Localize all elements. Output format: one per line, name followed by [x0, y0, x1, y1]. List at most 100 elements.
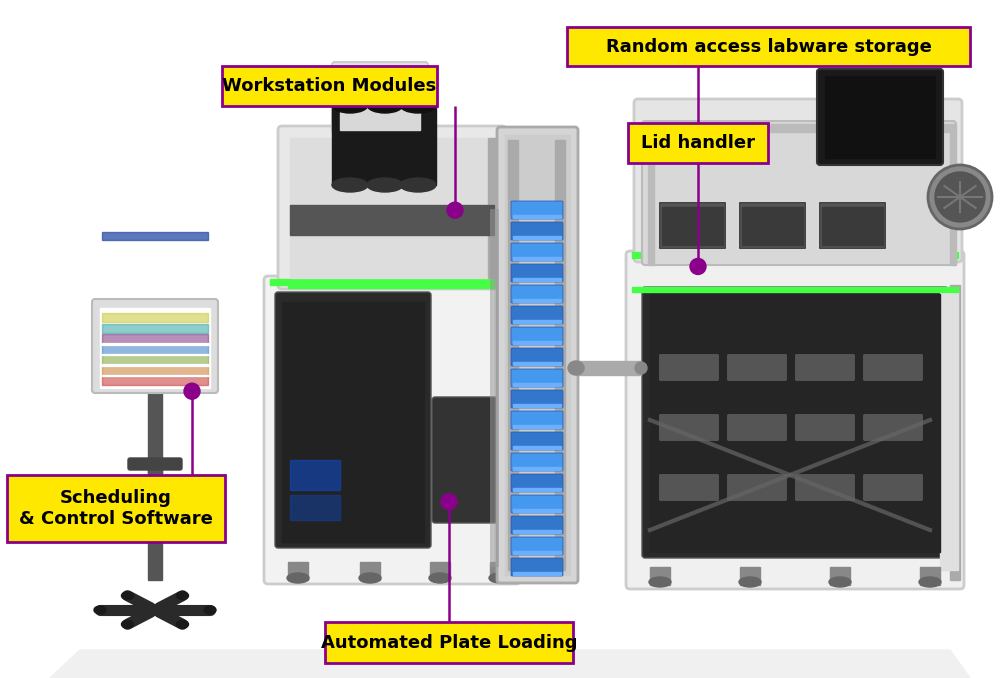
FancyBboxPatch shape: [728, 355, 786, 380]
Bar: [148, 380, 162, 580]
Text: Scheduling
& Control Software: Scheduling & Control Software: [19, 489, 213, 528]
FancyBboxPatch shape: [511, 243, 563, 261]
Bar: [288, 283, 506, 288]
FancyBboxPatch shape: [796, 475, 854, 500]
Ellipse shape: [829, 577, 851, 587]
FancyBboxPatch shape: [511, 537, 563, 555]
Bar: [102, 232, 208, 240]
FancyBboxPatch shape: [511, 201, 563, 219]
Bar: [742, 207, 803, 245]
FancyBboxPatch shape: [7, 475, 225, 542]
FancyBboxPatch shape: [660, 415, 718, 440]
FancyBboxPatch shape: [511, 453, 563, 471]
Ellipse shape: [568, 361, 584, 375]
FancyBboxPatch shape: [628, 123, 768, 163]
FancyBboxPatch shape: [332, 62, 428, 133]
Bar: [102, 376, 208, 385]
FancyBboxPatch shape: [864, 415, 922, 440]
Bar: [513, 488, 561, 491]
FancyBboxPatch shape: [660, 475, 718, 500]
FancyBboxPatch shape: [103, 478, 207, 500]
Text: Random access labware storage: Random access labware storage: [606, 38, 931, 56]
Bar: [430, 562, 450, 580]
Ellipse shape: [635, 362, 647, 374]
Bar: [513, 530, 561, 533]
Bar: [513, 299, 561, 302]
FancyBboxPatch shape: [511, 222, 563, 240]
Circle shape: [935, 172, 985, 222]
Bar: [490, 562, 510, 580]
Bar: [367, 105, 403, 185]
Bar: [513, 572, 561, 575]
Bar: [576, 361, 641, 375]
Bar: [290, 138, 494, 278]
Ellipse shape: [94, 606, 106, 614]
FancyBboxPatch shape: [567, 27, 970, 66]
Ellipse shape: [367, 97, 403, 113]
Bar: [332, 105, 368, 185]
FancyBboxPatch shape: [511, 348, 563, 366]
Bar: [290, 495, 340, 520]
Ellipse shape: [332, 97, 368, 113]
Circle shape: [441, 494, 457, 510]
FancyBboxPatch shape: [864, 355, 922, 380]
Bar: [513, 362, 561, 365]
Ellipse shape: [649, 577, 671, 587]
Bar: [830, 567, 850, 585]
FancyBboxPatch shape: [511, 432, 563, 450]
Bar: [513, 215, 561, 218]
Bar: [360, 562, 380, 580]
Bar: [282, 302, 424, 542]
Bar: [662, 207, 723, 245]
FancyBboxPatch shape: [511, 285, 563, 303]
FancyBboxPatch shape: [740, 203, 805, 248]
Bar: [102, 355, 208, 364]
Bar: [270, 279, 514, 285]
FancyBboxPatch shape: [864, 475, 922, 500]
FancyBboxPatch shape: [642, 121, 956, 265]
Polygon shape: [50, 650, 970, 678]
FancyBboxPatch shape: [511, 516, 563, 534]
Ellipse shape: [176, 592, 188, 600]
Bar: [513, 341, 561, 344]
Bar: [632, 252, 958, 258]
FancyBboxPatch shape: [511, 474, 563, 492]
Bar: [102, 334, 208, 343]
Bar: [950, 130, 956, 265]
FancyBboxPatch shape: [820, 203, 885, 248]
Bar: [632, 287, 958, 292]
Ellipse shape: [739, 577, 761, 587]
Ellipse shape: [176, 620, 188, 629]
Bar: [513, 278, 561, 281]
FancyBboxPatch shape: [128, 458, 182, 470]
FancyBboxPatch shape: [222, 66, 437, 106]
Bar: [400, 105, 436, 185]
Bar: [513, 509, 561, 512]
FancyBboxPatch shape: [92, 299, 218, 393]
Bar: [102, 374, 208, 376]
Bar: [513, 551, 561, 554]
Ellipse shape: [287, 573, 309, 583]
Bar: [740, 567, 760, 585]
Bar: [513, 383, 561, 386]
Ellipse shape: [359, 573, 381, 583]
FancyBboxPatch shape: [119, 491, 181, 503]
Ellipse shape: [121, 620, 134, 629]
FancyBboxPatch shape: [626, 251, 964, 589]
Bar: [648, 124, 956, 132]
Bar: [102, 364, 208, 365]
Bar: [950, 285, 960, 580]
Bar: [513, 446, 561, 449]
Text: Lid handler: Lid handler: [641, 134, 755, 152]
Circle shape: [690, 258, 706, 275]
Bar: [650, 294, 940, 552]
Bar: [940, 290, 958, 570]
Ellipse shape: [367, 178, 403, 192]
FancyBboxPatch shape: [511, 264, 563, 282]
Ellipse shape: [429, 573, 451, 583]
Bar: [102, 344, 208, 353]
FancyBboxPatch shape: [264, 276, 520, 584]
FancyBboxPatch shape: [728, 475, 786, 500]
FancyBboxPatch shape: [796, 415, 854, 440]
Circle shape: [184, 383, 200, 399]
